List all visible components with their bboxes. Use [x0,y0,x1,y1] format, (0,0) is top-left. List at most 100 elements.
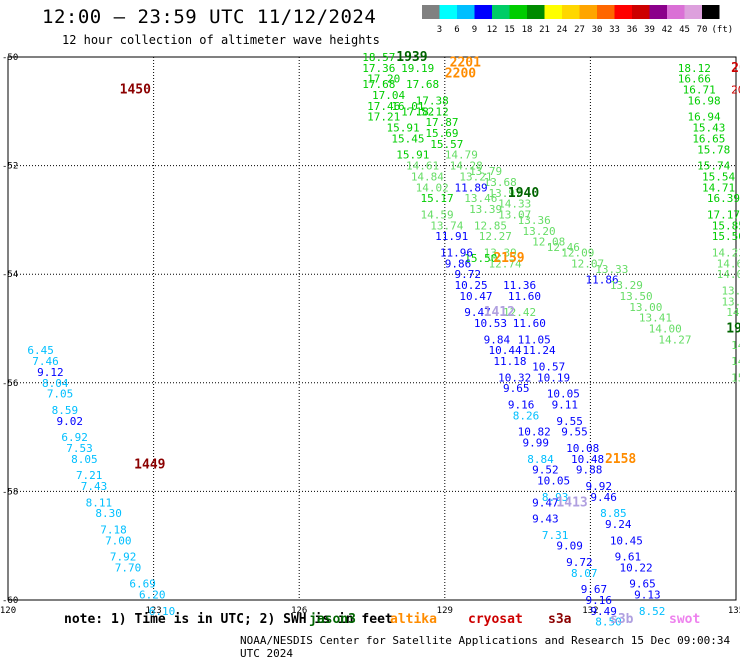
wave-height-value: 9.88 [576,464,603,477]
wave-height-value: 9.11 [552,399,579,412]
wave-height-value: 18.57 [362,51,395,64]
wave-height-value: 12.27 [479,230,512,243]
wave-height-value: 9.55 [556,415,583,428]
wave-height-value: 17.04 [372,89,405,102]
wave-height-value: 15.78 [697,143,730,156]
legend-altika: altika [390,612,437,627]
wave-height-value: 7.31 [542,529,569,542]
wave-height-value: 14.65 [717,257,740,270]
color-scale-swatch [667,5,685,19]
pass-time-label: 2159 [493,251,524,266]
wave-height-value: 12.46 [547,241,580,254]
wave-height-value: 9.65 [629,578,656,591]
color-scale-tick-label: 30 [592,25,603,35]
color-scale-unit: (ft) [712,25,733,35]
color-scale-swatch [614,5,632,19]
wave-height-value: 13.97 [488,187,521,200]
wave-height-value: 8.05 [71,453,98,466]
wave-height-value: 10.44 [488,344,521,357]
longitude-label: 132 [582,606,598,616]
color-scale-swatch [702,5,720,19]
color-scale-tick-label: 3 [437,25,442,35]
wave-height-value: 18.12 [678,62,711,75]
wave-height-value: 6.10 [149,605,176,618]
wave-height-value: 14.33 [498,198,531,211]
latitude-label: -54 [2,270,18,280]
wave-height-value: 12.42 [503,306,536,319]
longitude-label: 135 [728,606,740,616]
wave-height-value: 9.13 [634,589,661,602]
wave-height-value: 9.47 [464,306,491,319]
wave-height-value: 16.65 [692,132,725,145]
wave-height-value: 16.94 [687,111,720,124]
wave-height-value: 16.71 [683,84,716,97]
wave-height-value: 16.01 [391,100,424,113]
wave-height-value: 15. [731,371,740,384]
color-scale-tick-label: 42 [662,25,673,35]
wave-height-value: 6.69 [129,578,156,591]
pass-time-label: 1940 [508,186,539,201]
wave-height-value: 17.68 [362,78,395,91]
wave-height-value: 10.48 [571,453,604,466]
wave-height-value: 14.02 [416,181,449,194]
wave-height-value: 13.50 [620,290,653,303]
wave-height-value: 17.46 [367,100,400,113]
wave-height-value: 12.85 [474,219,507,232]
color-scale-swatch [509,5,527,19]
color-scale-swatch [632,5,650,19]
wave-height-value: 14.61 [406,160,439,173]
wave-height-value: 14.71 [702,181,735,194]
page-subtitle: 12 hour collection of altimeter wave hei… [62,33,380,47]
wave-height-value: 13.21 [459,170,492,183]
wave-height-value: 13.00 [629,301,662,314]
wave-height-value: 16.98 [687,94,720,107]
wave-height-value: 12.74 [488,257,521,270]
wave-height-value: 9.99 [522,437,549,450]
wave-height-value: 9.65 [503,382,530,395]
color-scale-tick-label: 15 [504,25,515,35]
pass-time-label: 205 [731,61,740,76]
color-scale-tick-label: 12 [487,25,498,35]
wave-height-value: 9.46 [590,491,617,504]
wave-height-value: 10.53 [474,317,507,330]
wave-height-value: 13.48 [721,284,740,297]
color-scale-tick-label: 27 [574,25,585,35]
wave-height-value: 15.69 [425,127,458,140]
wave-height-value: 9.12 [37,366,64,379]
color-scale-tick-label: 24 [557,25,568,35]
wave-height-value: 13.07 [498,208,531,221]
wave-height-value: 14.3 [731,339,740,352]
wave-height-value: 13.79 [469,165,502,178]
longitude-label: 129 [437,606,453,616]
wave-height-value: 8.84 [527,453,554,466]
wave-height-value: 14.59 [421,208,454,221]
wave-height-value: 11.60 [508,290,541,303]
color-scale-tick-label: 6 [454,25,459,35]
wave-height-value: 7.05 [47,388,74,401]
latitude-label: -50 [2,53,18,63]
wave-height-value: 7.46 [32,355,59,368]
wave-height-value: 12.08 [532,236,565,249]
wave-height-value: 8.59 [52,404,79,417]
wave-height-value: 7.70 [115,561,142,574]
wave-height-value: 11.05 [518,333,551,346]
wave-height-value: 8.04 [42,377,69,390]
color-scale-swatch [597,5,615,19]
wave-height-value: 9.09 [556,540,583,553]
wave-height-value: 8.26 [513,409,540,422]
wave-height-value: 8.50 [595,616,622,629]
wave-height-value: 15.85 [712,219,740,232]
wave-height-value: 9.61 [615,551,642,564]
wave-height-value: 15.74 [697,160,730,173]
color-scale-swatch [492,5,510,19]
wave-height-value: 11.24 [522,344,555,357]
wave-height-value: 17.21 [367,111,400,124]
wave-height-value: 17.17 [707,208,740,221]
wave-height-value: 13.68 [484,176,517,189]
wave-height-value: 14.84 [411,170,444,183]
wave-height-value: 17.20 [367,73,400,86]
wave-height-value: 8.93 [542,491,569,504]
wave-height-value: 9.92 [586,480,613,493]
pass-time-label: 1412 [484,305,515,320]
wave-height-value: 13.36 [518,214,551,227]
